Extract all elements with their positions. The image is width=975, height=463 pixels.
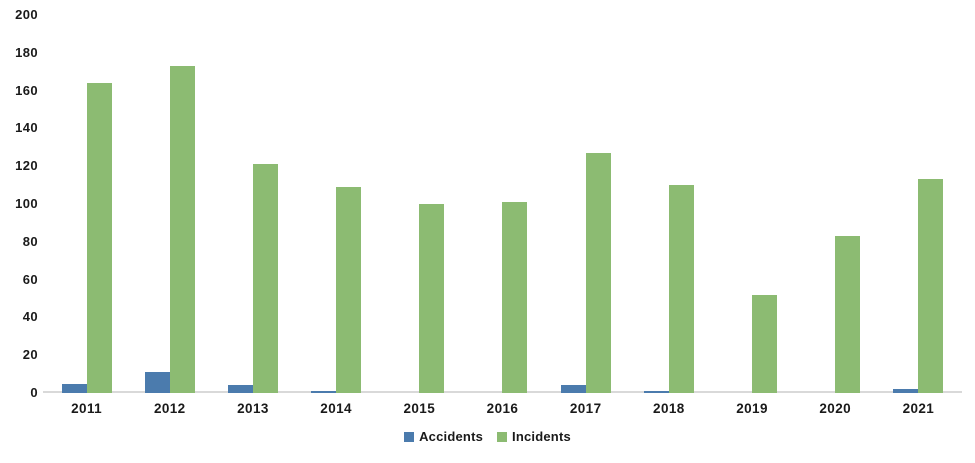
x-tick-label-2014: 2014 <box>320 401 352 416</box>
y-tick-label: 0 <box>30 385 38 400</box>
legend-item-accidents: Accidents <box>404 429 483 444</box>
accidents-bar-2011 <box>61 383 87 393</box>
x-tick-label-2016: 2016 <box>486 401 519 416</box>
bar-group-2015 <box>378 15 461 393</box>
incidents-bar-2014 <box>336 187 362 393</box>
legend: Accidents Incidents <box>0 429 975 444</box>
accidents-bar-2012 <box>144 372 170 393</box>
incidents-bar-2021 <box>918 179 944 393</box>
accidents-swatch-icon <box>404 431 415 442</box>
legend-label-accidents: Accidents <box>419 429 484 444</box>
incidents-bar-2020 <box>835 236 861 393</box>
y-tick-label: 20 <box>22 347 38 363</box>
x-tick-label-2019: 2019 <box>736 401 768 416</box>
y-tick-label: 180 <box>15 44 38 60</box>
bar-group-2018 <box>627 15 710 393</box>
y-tick-label: 200 <box>15 7 38 22</box>
x-tick-label-2021: 2021 <box>902 401 935 416</box>
y-tick-label: 80 <box>22 233 38 249</box>
accidents-bar-2017 <box>560 385 586 393</box>
incidents-bar-2019 <box>752 294 778 393</box>
bar-group-2017 <box>544 15 627 393</box>
bar-group-2012 <box>128 15 211 393</box>
incidents-bar-2013 <box>252 164 278 393</box>
plot-area <box>43 15 962 393</box>
accidents-bar-2018 <box>643 391 669 393</box>
bar-group-2014 <box>295 15 378 393</box>
bar-group-2013 <box>211 15 294 393</box>
incidents-swatch-icon <box>497 431 508 442</box>
legend-label-incidents: Incidents <box>512 429 571 444</box>
incidents-bar-2011 <box>86 83 112 393</box>
x-tick-label-2020: 2020 <box>819 401 852 416</box>
incidents-bar-2012 <box>169 66 195 393</box>
y-axis: 0 20 40 60 80 100 120 140 160 180 200 <box>0 0 38 463</box>
y-tick-label: 140 <box>15 120 38 136</box>
x-tick-label-2017: 2017 <box>569 401 602 416</box>
accidents-bar-2021 <box>893 389 919 393</box>
bar-group-2020 <box>794 15 877 393</box>
bar-group-2011 <box>45 15 128 393</box>
y-tick-label: 120 <box>15 158 38 174</box>
accidents-bar-2014 <box>311 391 337 393</box>
incidents-bar-2016 <box>502 202 528 393</box>
y-tick-label: 60 <box>22 271 38 287</box>
bar-group-2016 <box>461 15 544 393</box>
x-tick-label-2011: 2011 <box>71 401 103 416</box>
y-tick-label: 40 <box>22 309 38 325</box>
accidents-bar-2013 <box>227 385 253 393</box>
incidents-bar-2017 <box>585 153 611 393</box>
x-tick-label-2018: 2018 <box>653 401 685 416</box>
x-tick-label-2015: 2015 <box>403 401 436 416</box>
y-tick-label: 160 <box>15 82 38 98</box>
bar-group-2021 <box>877 15 960 393</box>
x-tick-label-2012: 2012 <box>153 401 186 416</box>
incidents-bar-2015 <box>419 204 445 393</box>
legend-item-incidents: Incidents <box>497 429 571 444</box>
bar-group-2019 <box>710 15 793 393</box>
y-tick-label: 100 <box>15 196 38 211</box>
incidents-bar-2018 <box>668 185 694 393</box>
x-tick-label-2013: 2013 <box>237 401 269 416</box>
